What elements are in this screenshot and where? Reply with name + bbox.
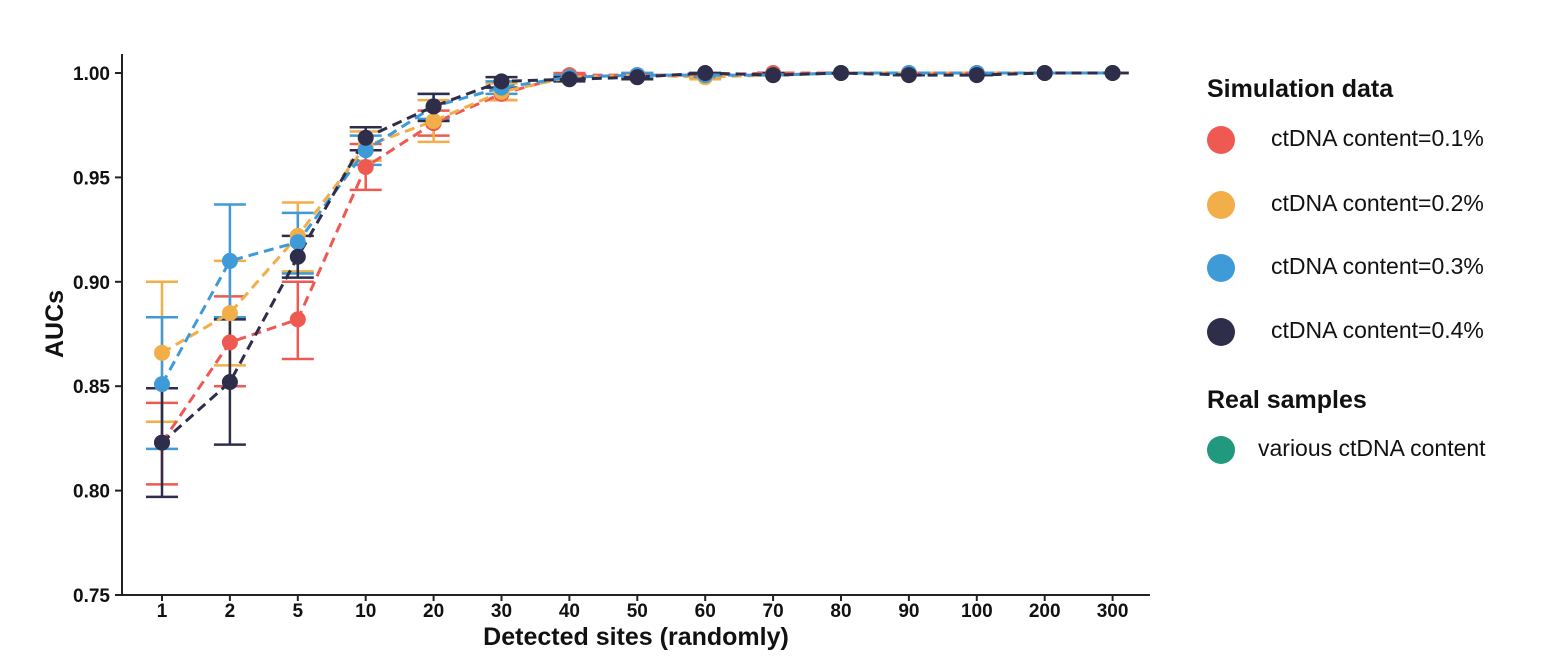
data-point xyxy=(357,142,374,159)
data-point xyxy=(697,65,714,81)
x-tick-label: 1 xyxy=(157,601,168,622)
x-axis-title: Detected sites (randomly) xyxy=(483,623,789,651)
legend-swatch xyxy=(1207,191,1235,219)
data-point xyxy=(900,67,917,84)
legend-title: Real samples xyxy=(1207,386,1367,414)
data-point xyxy=(289,234,306,251)
data-point xyxy=(357,129,374,146)
data-point xyxy=(765,67,782,84)
x-tick-label: 40 xyxy=(559,601,580,622)
error-bars xyxy=(146,71,1129,499)
x-tick-label: 100 xyxy=(961,601,993,622)
x-tick-label: 300 xyxy=(1097,601,1129,622)
legend-label: ctDNA content=0.1% xyxy=(1271,125,1484,151)
legend-label: ctDNA content=0.2% xyxy=(1271,190,1484,216)
data-point xyxy=(561,71,578,88)
legend-label: various ctDNA content xyxy=(1258,435,1486,461)
data-point xyxy=(154,434,170,451)
data-point xyxy=(1104,65,1121,81)
data-point xyxy=(289,248,306,265)
data-point xyxy=(221,334,238,351)
data-point xyxy=(425,113,442,130)
data-point xyxy=(289,311,306,328)
legend-label: ctDNA content=0.3% xyxy=(1271,253,1484,279)
legend-label: ctDNA content=0.4% xyxy=(1271,317,1484,343)
y-tick-label: 0.90 xyxy=(73,273,110,294)
x-tick-label: 60 xyxy=(695,601,716,622)
legend-swatch xyxy=(1207,318,1235,346)
series-line xyxy=(160,71,1113,385)
x-tick-label: 30 xyxy=(491,601,512,622)
data-point xyxy=(629,69,646,86)
x-tick-label: 50 xyxy=(627,601,648,622)
plot-area xyxy=(146,65,1129,499)
x-tick-label: 5 xyxy=(293,601,304,622)
legend-swatch xyxy=(1207,126,1235,154)
x-tick-label: 70 xyxy=(763,601,784,622)
x-tick-label: 20 xyxy=(423,601,444,622)
legend: Simulation data ctDNA content=0.1% ctDNA c… xyxy=(1207,75,1486,464)
data-point xyxy=(493,73,510,90)
legend-swatch xyxy=(1207,436,1235,464)
y-tick-label: 0.95 xyxy=(73,168,110,189)
data-point xyxy=(221,374,238,391)
axes: 0.75 0.80 0.85 0.90 0.95 1.00 1 2 5 10 20 30 40 50 60… xyxy=(41,54,1150,651)
y-axis-title: AUCs xyxy=(41,290,69,358)
data-point xyxy=(154,376,170,393)
data-point xyxy=(221,252,238,269)
y-tick-label: 1.00 xyxy=(73,64,110,85)
data-point xyxy=(221,305,238,322)
markers xyxy=(154,65,1121,451)
legend-title: Simulation data xyxy=(1207,75,1394,103)
y-ticks: 0.75 0.80 0.85 0.90 0.95 1.00 xyxy=(73,64,122,607)
y-tick-label: 0.85 xyxy=(73,377,110,398)
data-point xyxy=(968,67,985,84)
y-tick-label: 0.80 xyxy=(73,482,110,503)
data-point xyxy=(357,158,374,175)
data-point xyxy=(425,98,442,115)
x-ticks: 1 2 5 10 20 30 40 50 60 70 80 90 100 200 300 xyxy=(157,595,1129,622)
y-tick-label: 0.75 xyxy=(73,586,110,607)
x-tick-label: 90 xyxy=(898,601,919,622)
data-point xyxy=(833,65,849,81)
x-tick-label: 200 xyxy=(1029,601,1061,622)
x-tick-label: 80 xyxy=(830,601,851,622)
x-tick-label: 2 xyxy=(225,601,236,622)
data-point xyxy=(1036,65,1053,81)
data-point xyxy=(154,344,170,361)
series-line xyxy=(161,71,1113,444)
x-tick-label: 10 xyxy=(355,601,376,622)
legend-swatch xyxy=(1207,254,1235,282)
